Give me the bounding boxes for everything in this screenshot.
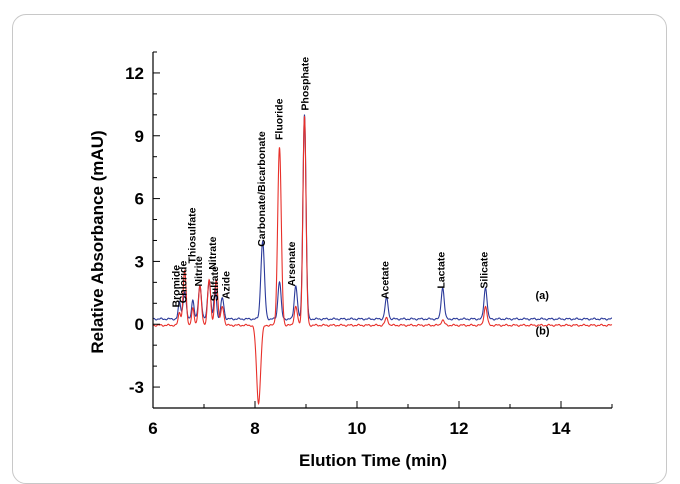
peak-label: Thiosulfate	[186, 207, 198, 263]
x-tick-label: 14	[552, 419, 571, 438]
trace-label: (a)	[536, 290, 550, 302]
y-tick-label: -3	[129, 378, 144, 397]
peak-label: Fluoride	[274, 98, 286, 140]
peak-label: Arsenate	[286, 241, 298, 286]
series-line-b	[152, 116, 613, 406]
peak-label: Sulfate	[209, 266, 221, 301]
series-line-a	[152, 114, 612, 321]
x-axis-title: Elution Time (min)	[299, 451, 447, 470]
x-tick-label: 6	[148, 419, 157, 438]
traces-layer	[152, 114, 613, 406]
peak-label: Nitrite	[193, 256, 205, 286]
x-tick-label: 12	[450, 419, 469, 438]
y-tick-label: 3	[135, 252, 144, 271]
y-tick-label: 0	[135, 315, 144, 334]
peak-label: Acetate	[380, 261, 392, 299]
trace-label: (b)	[536, 326, 550, 338]
labels-layer: BromideChlorideThiosulfateNitriteNitrate…	[171, 57, 550, 338]
peak-label: Nitrate	[207, 236, 219, 269]
y-axis-title: Relative Absorbance (mAU)	[88, 130, 107, 353]
y-tick-label: 9	[135, 127, 144, 146]
axes-layer: 6 8 10 12 14 -3 0 3 6 9 12	[125, 51, 613, 438]
x-tick-label: 10	[348, 419, 367, 438]
y-tick-label: 12	[125, 64, 144, 83]
y-tick-label: 6	[135, 190, 144, 209]
peak-label: Silicate	[479, 252, 491, 289]
chart-frame	[12, 14, 667, 484]
chromatogram-chart: 6 8 10 12 14 -3 0 3 6 9 12 BromideChlorideThiosulf…	[88, 51, 613, 470]
peak-label: Lactate	[436, 252, 448, 289]
peak-label: Phosphate	[300, 57, 312, 111]
peak-label: Azide	[221, 271, 233, 299]
peak-label: Carbonate/Bicarbonate	[256, 131, 268, 247]
peak-label: Chloride	[178, 261, 190, 304]
x-tick-label: 8	[250, 419, 259, 438]
peak-label: Bromide	[171, 265, 183, 308]
